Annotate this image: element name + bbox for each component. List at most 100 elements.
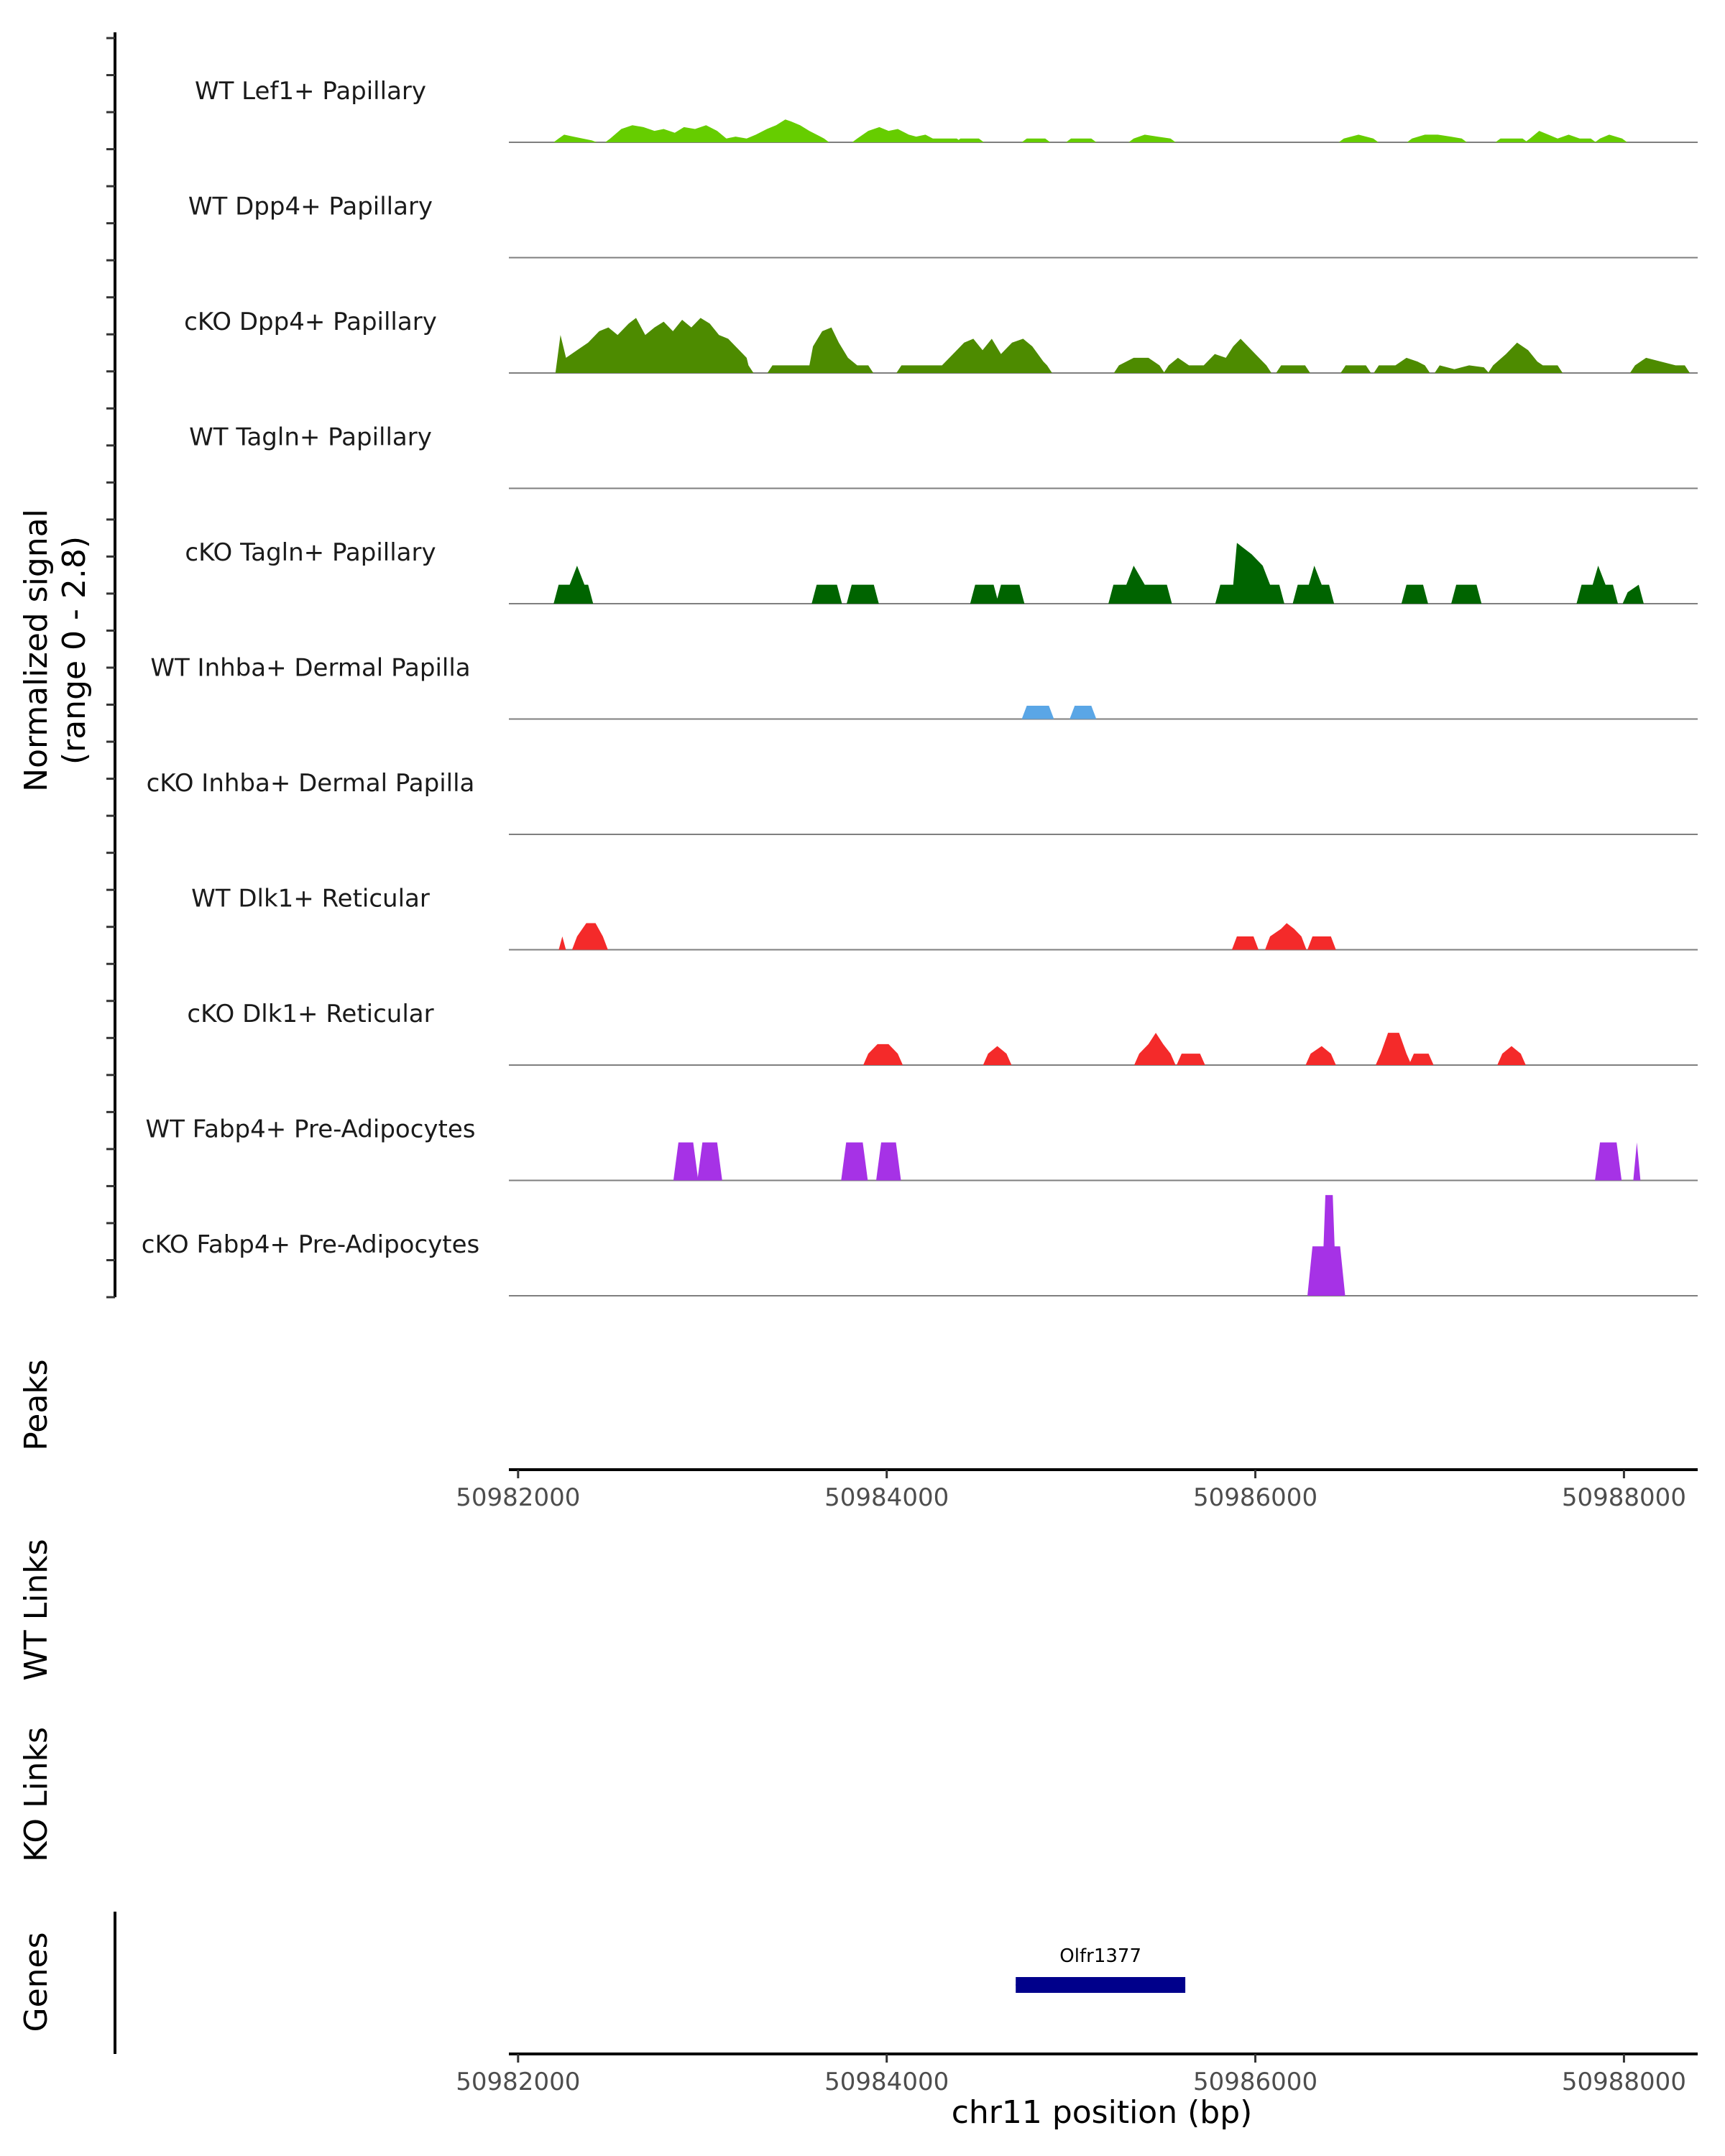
signal-area <box>1176 1054 1205 1065</box>
signal-area <box>1128 134 1176 142</box>
signal-area <box>1434 365 1489 373</box>
gene-annotations: Olfr1377 <box>1015 1945 1186 1993</box>
track-cko-dlk1-reticular: cKO Dlk1+ Reticular <box>187 1000 1698 1066</box>
track-wt-tagln-papillary: WT Tagln+ Papillary <box>189 423 1698 489</box>
signal-area <box>1407 134 1467 142</box>
track-label: cKO Inhba+ Dermal Papilla <box>147 769 475 798</box>
signal-area <box>1338 134 1379 142</box>
signal-area <box>673 1142 699 1181</box>
track-cko-fabp4-pre-adipocytes: cKO Fabp4+ Pre-Adipocytes <box>142 1194 1698 1296</box>
signal-area <box>721 119 829 142</box>
signal-area <box>553 134 597 142</box>
signal-area <box>1021 138 1051 142</box>
track-label: WT Tagln+ Papillary <box>189 423 432 452</box>
track-cko-inhba-dermal-papilla: cKO Inhba+ Dermal Papilla <box>147 769 1698 835</box>
signal-area <box>1134 1033 1176 1065</box>
track-label: WT Lef1+ Papillary <box>195 77 426 106</box>
signal-area <box>1497 1046 1526 1065</box>
signal-area <box>1215 543 1284 604</box>
signal-area <box>846 584 879 604</box>
signal-area <box>1595 134 1627 142</box>
track-cko-tagln-papillary: cKO Tagln+ Papillary <box>185 538 1698 604</box>
signal-area <box>927 138 962 142</box>
signal-area <box>1066 138 1097 142</box>
signal-area <box>1401 584 1428 604</box>
track-label: WT Fabp4+ Pre-Adipocytes <box>146 1115 476 1144</box>
signal-area <box>697 1142 722 1181</box>
x-tick-label: 50988000 <box>1562 2068 1686 2096</box>
signal-area <box>571 923 608 950</box>
signal-area <box>1495 138 1528 142</box>
track-label: cKO Dlk1+ Reticular <box>187 1000 433 1028</box>
signal-area <box>1276 365 1310 373</box>
x-tick-label: 50984000 <box>824 1483 949 1512</box>
signal-area <box>555 318 754 373</box>
signal-area <box>1451 584 1482 604</box>
signal-y-axis <box>106 32 116 1299</box>
track-wt-dlk1-reticular: WT Dlk1+ Reticular <box>191 885 1698 951</box>
signal-area <box>1021 706 1054 719</box>
signal-area <box>995 584 1025 604</box>
track-wt-dpp4-papillary: WT Dpp4+ Papillary <box>188 193 1698 259</box>
signal-area <box>1307 1194 1346 1296</box>
signal-area <box>970 584 999 604</box>
gene-body <box>1016 1977 1186 1993</box>
signal-area <box>841 1142 868 1181</box>
x-tick-label: 50984000 <box>824 2068 949 2096</box>
signal-area <box>808 327 874 373</box>
signal-area <box>1108 566 1172 604</box>
x-axis-bottom: 50982000 50984000 50986000 50988000 <box>456 2053 1698 2096</box>
x-tick-label: 50988000 <box>1562 1483 1686 1512</box>
gene-label: Olfr1377 <box>1059 1945 1141 1967</box>
signal-area <box>852 126 938 142</box>
signal-area <box>1070 706 1097 719</box>
x-axis-title: chr11 position (bp) <box>952 2094 1253 2131</box>
signal-area <box>1374 357 1430 373</box>
signal-area <box>955 138 984 142</box>
y-axis-subtitle: (range 0 - 2.8) <box>56 536 93 765</box>
track-cko-dpp4-papillary: cKO Dpp4+ Papillary <box>184 308 1698 374</box>
genes-label: Genes <box>18 1932 55 2032</box>
signal-area <box>1629 357 1690 373</box>
track-wt-inhba-dermal-papilla: WT Inhba+ Dermal Papilla <box>150 654 1698 720</box>
track-label: WT Dpp4+ Papillary <box>188 193 433 221</box>
gene-strand-arrow <box>1015 1978 1026 1992</box>
track-label: WT Dlk1+ Reticular <box>191 885 430 913</box>
track-label: cKO Dpp4+ Papillary <box>184 308 437 336</box>
signal-area <box>767 365 819 373</box>
wt-links-label: WT Links <box>18 1539 55 1680</box>
signal-area <box>553 566 594 604</box>
signal-area <box>1595 1142 1622 1181</box>
signal-area <box>1576 566 1619 604</box>
x-tick-label: 50982000 <box>456 1483 580 1512</box>
signal-area <box>1307 936 1336 950</box>
signal-area <box>896 338 1052 373</box>
signal-area <box>1488 342 1563 373</box>
track-wt-lef1-papillary: WT Lef1+ Papillary <box>195 77 1698 143</box>
signal-area <box>1622 584 1644 604</box>
track-wt-fabp4-pre-adipocytes: WT Fabp4+ Pre-Adipocytes <box>146 1115 1698 1181</box>
coverage-tracks: WT Lef1+ Papillary WT Dpp4+ Papillary cKO … <box>142 77 1698 1296</box>
ko-links-label: KO Links <box>18 1727 55 1862</box>
signal-area <box>1113 357 1165 373</box>
signal-area <box>1265 923 1307 950</box>
track-label: cKO Fabp4+ Pre-Adipocytes <box>142 1230 480 1259</box>
signal-area <box>1340 365 1371 373</box>
track-label: cKO Tagln+ Papillary <box>185 538 436 567</box>
signal-area <box>863 1044 903 1065</box>
signal-area <box>1409 1054 1434 1065</box>
signal-area <box>558 936 566 950</box>
signal-area <box>875 1142 901 1181</box>
peaks-label: Peaks <box>18 1359 55 1450</box>
signal-area <box>983 1046 1012 1065</box>
x-tick-label: 50982000 <box>456 2068 580 2096</box>
signal-area <box>1305 1046 1336 1065</box>
signal-area <box>1292 566 1335 604</box>
signal-area <box>1524 131 1596 142</box>
signal-area <box>1633 1142 1641 1181</box>
signal-area <box>1375 1033 1412 1065</box>
signal-area <box>1164 338 1271 373</box>
signal-area <box>811 584 842 604</box>
signal-area <box>605 125 732 142</box>
